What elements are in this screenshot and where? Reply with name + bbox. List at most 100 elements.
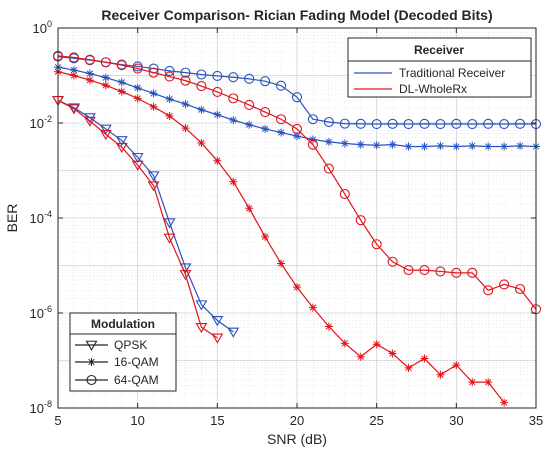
asterisk-marker bbox=[181, 124, 190, 133]
circle-marker bbox=[499, 279, 510, 290]
asterisk-marker bbox=[165, 112, 174, 121]
asterisk-marker bbox=[420, 354, 429, 363]
circle-marker bbox=[499, 119, 510, 130]
circle-marker bbox=[355, 118, 366, 129]
circle-marker bbox=[276, 80, 287, 91]
asterisk-marker bbox=[516, 141, 525, 150]
y-tick-label: 10-8 bbox=[30, 399, 52, 416]
circle-marker bbox=[164, 65, 175, 76]
circle-marker bbox=[196, 80, 207, 92]
x-tick-label: 30 bbox=[449, 413, 463, 428]
triangle-marker bbox=[211, 333, 224, 344]
asterisk-marker bbox=[452, 361, 461, 370]
asterisk-marker bbox=[293, 283, 301, 292]
asterisk-marker bbox=[484, 378, 493, 387]
asterisk-marker bbox=[85, 69, 94, 78]
triangle-marker bbox=[195, 300, 208, 311]
series-dl-wholerx-qpsk bbox=[52, 96, 224, 344]
asterisk-marker bbox=[117, 87, 126, 96]
circle-marker bbox=[339, 118, 350, 129]
circle-marker bbox=[435, 119, 446, 130]
circle-marker bbox=[323, 163, 334, 174]
asterisk-marker bbox=[372, 141, 381, 150]
asterisk-marker bbox=[213, 156, 222, 165]
asterisk-marker bbox=[69, 66, 78, 75]
asterisk-marker bbox=[324, 137, 333, 146]
circle-marker bbox=[228, 72, 239, 83]
series-line bbox=[57, 55, 537, 310]
axis-ticks: 5 10 15 20 25 30 35 100 10-2 10-4 10-6 10-8 bbox=[30, 19, 544, 428]
x-tick-label: 20 bbox=[290, 413, 304, 428]
triangle-marker bbox=[83, 113, 96, 124]
x-tick-label: 35 bbox=[529, 413, 543, 428]
asterisk-marker bbox=[181, 100, 190, 109]
asterisk-marker bbox=[117, 78, 126, 87]
triangle-marker bbox=[131, 152, 144, 164]
circle-marker bbox=[307, 114, 318, 125]
asterisk-marker bbox=[133, 94, 142, 103]
y-tick-label: 100 bbox=[33, 19, 52, 36]
asterisk-marker bbox=[484, 142, 493, 151]
circle-marker bbox=[307, 139, 318, 150]
circle-marker bbox=[483, 118, 494, 129]
circle-marker bbox=[387, 118, 398, 129]
asterisk-marker bbox=[324, 322, 333, 331]
circle-marker bbox=[148, 67, 159, 78]
circle-marker bbox=[339, 188, 350, 200]
asterisk-marker bbox=[388, 349, 397, 358]
legend-receiver-box bbox=[347, 37, 532, 98]
circle-marker bbox=[244, 73, 255, 84]
circle-marker bbox=[515, 283, 526, 295]
asterisk-marker bbox=[197, 105, 206, 114]
circle-marker bbox=[371, 119, 382, 130]
circle-marker bbox=[86, 374, 97, 386]
circle-marker bbox=[244, 99, 255, 110]
circle-marker bbox=[419, 118, 430, 129]
asterisk-marker bbox=[468, 378, 477, 387]
asterisk-marker bbox=[149, 89, 158, 98]
series-line bbox=[57, 99, 234, 333]
triangle-marker bbox=[115, 142, 128, 153]
asterisk-marker bbox=[500, 142, 509, 151]
asterisk-marker bbox=[245, 204, 254, 213]
asterisk-marker bbox=[277, 259, 286, 268]
asterisk-marker bbox=[500, 398, 509, 407]
legend-modulation-label-0: QPSK bbox=[114, 338, 147, 352]
triangle-marker bbox=[163, 233, 176, 244]
triangle-marker bbox=[115, 136, 128, 147]
circle-marker bbox=[355, 215, 366, 226]
triangle-marker bbox=[85, 340, 98, 351]
asterisk-marker bbox=[308, 135, 317, 144]
asterisk-marker bbox=[245, 120, 254, 129]
triangle-marker bbox=[163, 218, 176, 229]
triangle-marker bbox=[195, 322, 208, 334]
asterisk-marker bbox=[277, 128, 286, 137]
circle-marker bbox=[132, 63, 143, 74]
asterisk-marker bbox=[165, 95, 174, 104]
asterisk-marker bbox=[356, 140, 365, 149]
asterisk-marker bbox=[356, 352, 365, 361]
asterisk-marker bbox=[340, 339, 349, 348]
asterisk-marker bbox=[197, 138, 206, 147]
y-tick-label: 10-6 bbox=[30, 304, 52, 321]
circle-marker bbox=[435, 266, 446, 277]
triangle-marker bbox=[179, 270, 192, 281]
circle-marker bbox=[467, 119, 478, 130]
chart-title: Receiver Comparison- Rician Fading Model… bbox=[101, 7, 492, 23]
asterisk-marker bbox=[293, 132, 301, 141]
circle-marker bbox=[371, 239, 382, 250]
legend-modulation: Modulation QPSK 16-QAM 64-QAM bbox=[69, 312, 177, 392]
asterisk-marker bbox=[468, 141, 477, 150]
triangle-marker bbox=[147, 171, 160, 182]
circle-marker bbox=[212, 70, 223, 81]
series-dl-wholerx-16-qam bbox=[54, 67, 509, 407]
x-axis-label: SNR (dB) bbox=[267, 431, 327, 447]
x-tick-label: 25 bbox=[369, 413, 383, 428]
asterisk-marker bbox=[69, 71, 78, 80]
circle-marker bbox=[68, 52, 79, 63]
legend-triangle-marker-icon bbox=[85, 340, 98, 351]
asterisk-marker bbox=[261, 124, 270, 133]
circle-marker bbox=[100, 57, 111, 68]
asterisk-marker bbox=[149, 102, 158, 111]
circle-marker bbox=[180, 75, 191, 86]
